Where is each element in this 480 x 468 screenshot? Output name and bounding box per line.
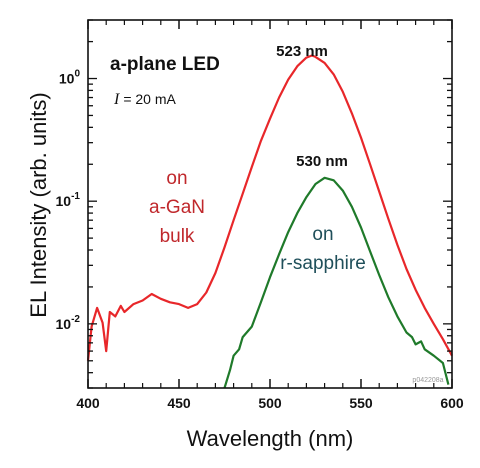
y-tick-base: 10: [59, 71, 75, 87]
label-red-line-3: bulk: [160, 226, 195, 247]
x-tick-label: 400: [76, 395, 100, 411]
series-layer: [86, 54, 453, 389]
x-tick-label: 500: [258, 395, 282, 411]
peak-label-green: 530 nm: [296, 153, 348, 170]
x-tick-label: 450: [167, 395, 191, 411]
label-green-line-1: on: [312, 224, 333, 245]
x-tick-label: 550: [349, 395, 373, 411]
chart-subtitle: I = 20 mA: [113, 91, 177, 108]
chart-title: a-plane LED: [110, 54, 220, 75]
y-axis-title: EL Intensity (arb. units): [26, 92, 51, 317]
current-symbol: I: [113, 91, 120, 108]
series-line-1: [223, 176, 450, 389]
label-red-line-1: on: [166, 168, 187, 189]
y-tick-label: 100: [59, 69, 81, 87]
label-green-line-2: r-sapphire: [280, 253, 366, 274]
y-tick-label: 10-2: [56, 314, 81, 332]
current-value: = 20 mA: [123, 91, 176, 107]
y-tick-exponent: -2: [71, 314, 80, 325]
x-tick-label: 600: [440, 395, 464, 411]
y-tick-base: 10: [56, 193, 72, 209]
y-tick-base: 10: [56, 316, 72, 332]
y-tick-exponent: 0: [74, 69, 80, 80]
watermark: p042208a: [412, 377, 443, 384]
x-axis: 400 450 500 550 600: [76, 20, 464, 411]
series-line-0: [86, 54, 453, 361]
label-red-line-2: a-GaN: [149, 197, 205, 218]
y-tick-label: 10-1: [56, 191, 81, 209]
peak-label-red: 523 nm: [276, 43, 328, 60]
y-tick-exponent: -1: [71, 191, 80, 202]
x-axis-title: Wavelength (nm): [187, 426, 354, 451]
